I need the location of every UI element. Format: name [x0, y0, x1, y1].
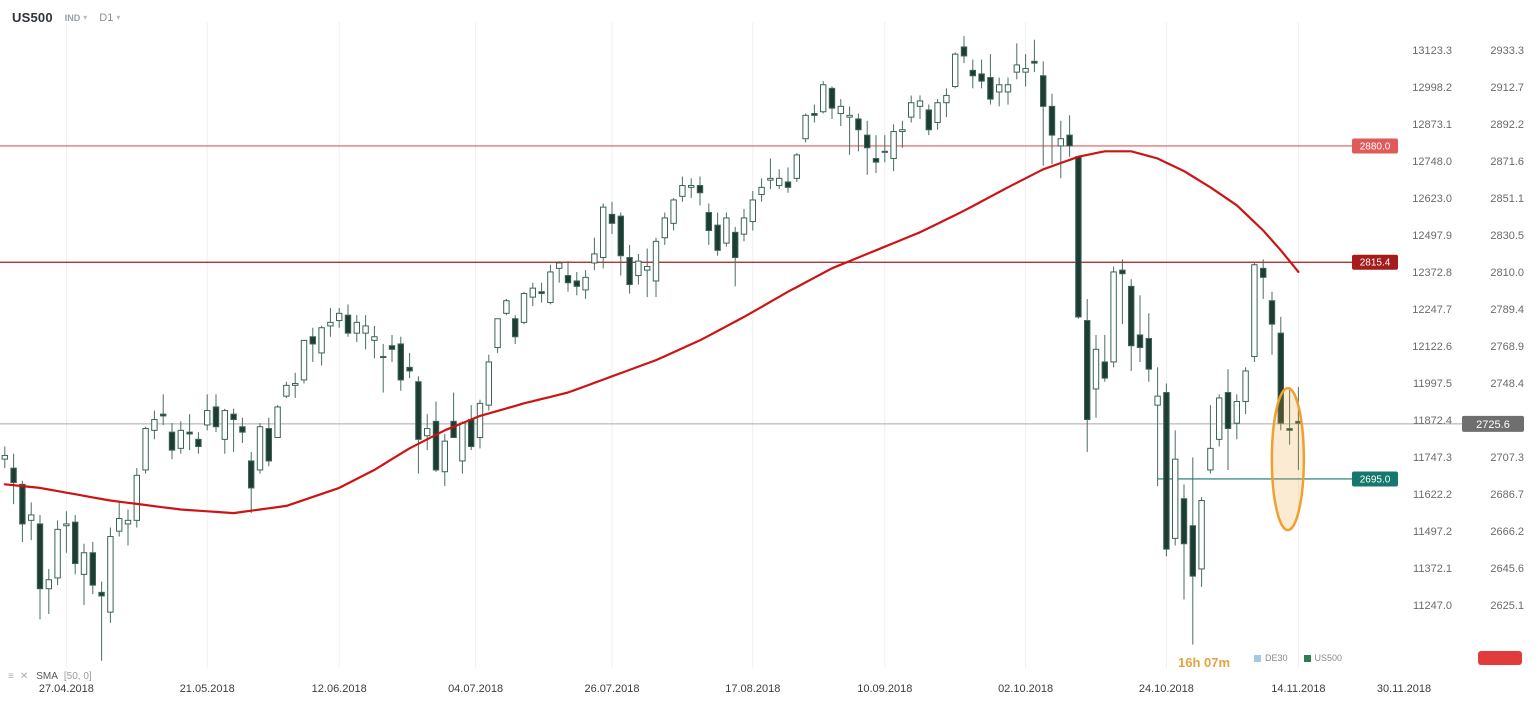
- date-tick-label: 24.10.2018: [1139, 683, 1194, 695]
- us500-tick-label: 2830.5: [1490, 230, 1524, 242]
- symbol-label[interactable]: US500: [12, 10, 53, 25]
- indicator-settings-icon[interactable]: ≡: [8, 670, 14, 682]
- date-axis-labels: 27.04.2018 21.05.2018 12.06.2018 04.07.2018…: [39, 683, 1431, 695]
- timeframe-label: D1: [99, 11, 114, 24]
- de30-tick-label: 11747.3: [1413, 452, 1452, 464]
- de30-tick-label: 11997.5: [1413, 378, 1452, 390]
- price-level-tag: 2695.0: [1352, 471, 1398, 487]
- chevron-down-icon: ▾: [83, 12, 88, 22]
- price-levels-layer: [0, 145, 1352, 480]
- de30-tick-label: 12873.1: [1412, 119, 1452, 131]
- de30-tick-label: 12247.7: [1412, 304, 1452, 316]
- de30-tick-label: 12998.2: [1412, 82, 1452, 94]
- svg-text:2695.0: 2695.0: [1360, 474, 1391, 485]
- date-tick-label: 30.11.2018: [1377, 683, 1431, 695]
- symbol-legend: DE30 US500: [1254, 653, 1342, 663]
- gridlines-layer: [65, 22, 1299, 668]
- timeframe-dropdown[interactable]: D1 ▾: [99, 12, 120, 24]
- candles-layer: [1, 36, 1302, 661]
- candle-close-countdown: 16h 07m: [1178, 655, 1231, 670]
- svg-text:2815.4: 2815.4: [1360, 258, 1391, 269]
- chart-header: US500 IND ▾ D1 ▾: [12, 10, 120, 25]
- de30-tick-label: 11372.1: [1413, 563, 1452, 575]
- date-tick-label: 02.10.2018: [998, 683, 1053, 695]
- chevron-down-icon: ▾: [116, 12, 121, 22]
- indicator-legend: ≡ ✕ SMA [50, 0]: [8, 671, 92, 682]
- us500-tick-label: 2645.6: [1490, 563, 1524, 575]
- date-tick-label: 17.08.2018: [725, 683, 780, 695]
- de30-tick-label: 11497.2: [1413, 526, 1452, 538]
- us500-tick-label: 2933.3: [1490, 45, 1524, 57]
- instrument-type-label: IND: [64, 12, 81, 23]
- date-tick-label: 10.09.2018: [857, 683, 912, 695]
- red-status-badge[interactable]: [1478, 651, 1522, 665]
- legend-color-swatch: [1303, 654, 1311, 662]
- legend-color-swatch: [1254, 654, 1261, 662]
- de30-tick-label: 13123.3: [1412, 45, 1452, 57]
- svg-text:2880.0: 2880.0: [1360, 141, 1391, 152]
- legend-item-de30[interactable]: DE30: [1254, 653, 1288, 663]
- svg-text:2725.6: 2725.6: [1476, 419, 1510, 431]
- date-tick-label: 14.11.2018: [1271, 683, 1325, 695]
- de30-tick-label: 11247.0: [1413, 600, 1452, 612]
- de30-tick-label: 11622.2: [1413, 489, 1452, 501]
- de30-tick-label: 12497.9: [1412, 230, 1452, 242]
- sma-line: [3, 150, 1300, 515]
- us500-tick-label: 2892.2: [1490, 119, 1524, 131]
- price-axis-labels: 13123.3 2933.3 12998.2 2912.7 12873.1 2892.2 1…: [1412, 45, 1524, 612]
- legend-label: US500: [1314, 653, 1343, 663]
- indicator-params: [50, 0]: [63, 671, 92, 682]
- price-level-tag: 2880.0: [1352, 138, 1398, 154]
- us500-tick-label: 2912.7: [1490, 82, 1524, 94]
- legend-label: DE30: [1265, 653, 1288, 663]
- de30-tick-label: 12122.6: [1412, 341, 1452, 353]
- current-price-tag: 2725.6: [1462, 415, 1524, 432]
- highlight-ellipse: [1270, 386, 1306, 532]
- us500-tick-label: 2748.4: [1490, 378, 1524, 390]
- us500-tick-label: 2768.9: [1490, 341, 1524, 353]
- us500-tick-label: 2810.0: [1490, 267, 1524, 279]
- us500-tick-label: 2686.7: [1490, 489, 1524, 501]
- date-tick-label: 04.07.2018: [448, 683, 503, 695]
- us500-tick-label: 2707.3: [1490, 452, 1524, 464]
- date-tick-label: 21.05.2018: [180, 683, 235, 695]
- de30-tick-label: 12623.0: [1412, 193, 1452, 205]
- date-tick-label: 26.07.2018: [584, 683, 639, 695]
- us500-tick-label: 2851.1: [1490, 193, 1524, 205]
- instrument-type-dropdown[interactable]: IND ▾: [65, 13, 88, 23]
- de30-tick-label: 12748.0: [1412, 156, 1452, 168]
- us500-tick-label: 2789.4: [1490, 304, 1524, 316]
- legend-item-us500[interactable]: US500: [1303, 653, 1343, 663]
- date-tick-label: 12.06.2018: [312, 683, 367, 695]
- us500-tick-label: 2871.6: [1490, 156, 1524, 168]
- indicator-name[interactable]: SMA: [36, 671, 58, 682]
- remove-indicator-icon[interactable]: ✕: [19, 670, 29, 682]
- de30-tick-label: 12372.8: [1412, 267, 1452, 279]
- date-tick-label: 27.04.2018: [39, 683, 94, 695]
- us500-tick-label: 2666.2: [1490, 526, 1524, 538]
- de30-tick-label: 11872.4: [1413, 415, 1452, 427]
- price-level-tag: 2815.4: [1352, 254, 1398, 270]
- us500-tick-label: 2625.1: [1490, 600, 1524, 612]
